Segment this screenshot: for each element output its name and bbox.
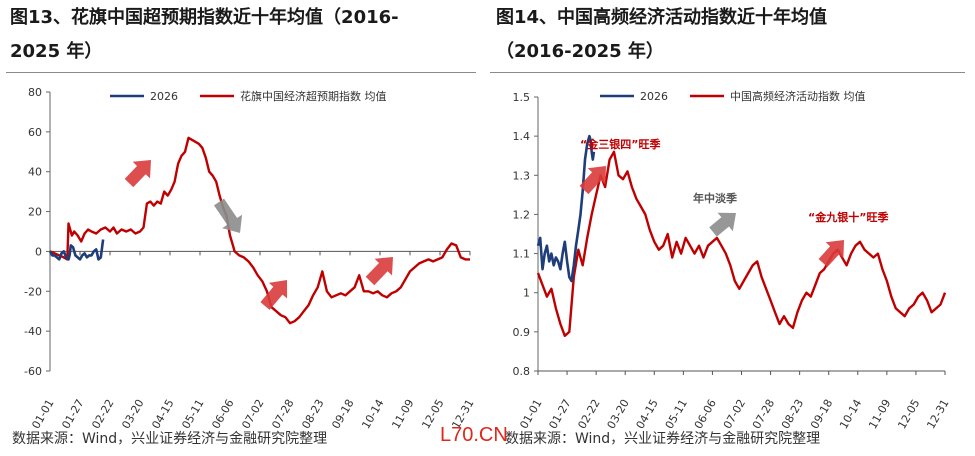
left-chart-legend-label-2026: 2026: [150, 90, 178, 103]
left-chart-x-tick-label: 01-01: [29, 397, 56, 431]
right-chart-y-tick-label: 1.3: [513, 169, 531, 182]
left-chart-x-tick-label: 10-14: [359, 397, 386, 431]
right-chart-y-tick-label: 1.2: [513, 208, 531, 221]
left-chart-x-tick-label: 11-09: [389, 397, 416, 431]
right-chart-x-tick-label: 07-28: [750, 397, 777, 431]
left-chart-y-tick-label: 80: [28, 86, 42, 99]
left-chart-title-line1: 图13、花旗中国超预期指数近十年均值（2016-: [10, 7, 399, 28]
left-chart-x-tick-label: 03-20: [119, 397, 146, 431]
left-chart-x-tick-label: 07-02: [239, 397, 266, 431]
right-chart-y-tick-label: 1.5: [513, 91, 531, 104]
right-chart-series-line-avg: [536, 150, 947, 337]
right-chart-x-tick-label: 03-20: [605, 397, 632, 431]
left-chart-x-tick-label: 04-15: [149, 397, 176, 431]
left-chart-x-tick-label: 02-22: [89, 397, 116, 431]
right-chart-y-tick-label: 1: [523, 287, 530, 300]
right-annotation-peak1: “金三银四”旺季: [580, 137, 661, 151]
left-chart-series-line-2026: [48, 239, 105, 261]
right-chart-y-tick-label: 1.1: [513, 248, 531, 261]
right-chart-x-tick-label: 01-27: [546, 397, 573, 431]
right-chart-x-tick-label: 05-11: [663, 397, 690, 431]
left-chart-y-tick-label: 60: [28, 126, 42, 139]
right-chart-x-tick-label: 10-14: [837, 397, 864, 431]
right-chart-legend-label-avg: 中国高频经济活动指数 均值: [730, 89, 866, 103]
left-title-rule: [6, 72, 476, 73]
right-chart-y-tick-label: 0.9: [513, 326, 531, 339]
left-chart-x-tick-label: 09-18: [329, 397, 356, 431]
right-source-note: 数据来源：Wind，兴业证券经济与金融研究院整理: [505, 431, 821, 447]
right-up-arrow-icon: [579, 166, 606, 195]
right-chart-x-tick-label: 01-01: [517, 397, 544, 431]
right-chart-legend-label-2026: 2026: [640, 90, 668, 103]
watermark-text: L70.CN: [440, 424, 508, 446]
left-chart-x-tick-label: 05-11: [179, 397, 206, 431]
right-chart-x-tick-label: 07-02: [721, 397, 748, 431]
right-chart-x-tick-label: 12-31: [924, 397, 951, 431]
left-chart-x-tick-label: 01-27: [59, 397, 86, 431]
right-chart-x-tick-label: 09-18: [808, 397, 835, 431]
right-chart-title-line2: （2016-2025 年）: [496, 41, 664, 62]
right-chart-y-tick-label: 0.8: [513, 365, 531, 378]
right-chart-series-line-2026: [536, 134, 596, 283]
left-chart-y-tick-label: -20: [24, 285, 42, 298]
right-up-arrow-icon-gray: [709, 212, 736, 237]
left-chart-y-tick-label: -40: [24, 325, 42, 338]
right-title-rule: [490, 72, 965, 73]
left-chart-x-tick-label: 07-28: [269, 397, 296, 431]
left-up-arrow-icon: [260, 280, 288, 310]
left-up-arrow-icon: [365, 257, 393, 286]
right-annotation-peak2: “金九银十”旺季: [808, 210, 889, 224]
right-annotation-midyear: 年中淡季: [693, 191, 738, 205]
right-chart-x-tick-label: 04-15: [634, 397, 661, 431]
left-chart-y-tick-label: 40: [28, 166, 42, 179]
left-up-arrow-icon: [124, 160, 151, 188]
left-chart-x-tick-label: 06-06: [209, 397, 236, 431]
left-chart-x-tick-label: 08-23: [299, 397, 326, 431]
right-chart-y-tick-label: 1.4: [513, 130, 531, 143]
right-up-arrow-icon: [818, 240, 844, 267]
right-chart-x-tick-label: 02-22: [575, 397, 602, 431]
right-chart-x-tick-label: 11-09: [866, 397, 893, 431]
right-chart-x-tick-label: 06-06: [692, 397, 719, 431]
left-down-arrow-icon: [214, 198, 243, 233]
left-chart-y-tick-label: 20: [28, 206, 42, 219]
right-chart-title-line1: 图14、中国高频经济活动指数近十年均值: [496, 7, 828, 28]
left-chart-series-line-avg: [49, 136, 470, 325]
left-chart-title-line2: 2025 年）: [10, 41, 103, 62]
left-chart-legend-label-avg: 花旗中国经济超预期指数 均值: [240, 89, 387, 103]
left-chart-y-tick-label: -60: [24, 365, 42, 378]
left-source-note: 数据来源：Wind，兴业证券经济与金融研究院整理: [12, 431, 328, 447]
right-chart-x-tick-label: 08-23: [779, 397, 806, 431]
right-chart-x-tick-label: 12-05: [895, 397, 922, 431]
left-chart-y-tick-label: 0: [35, 245, 42, 258]
